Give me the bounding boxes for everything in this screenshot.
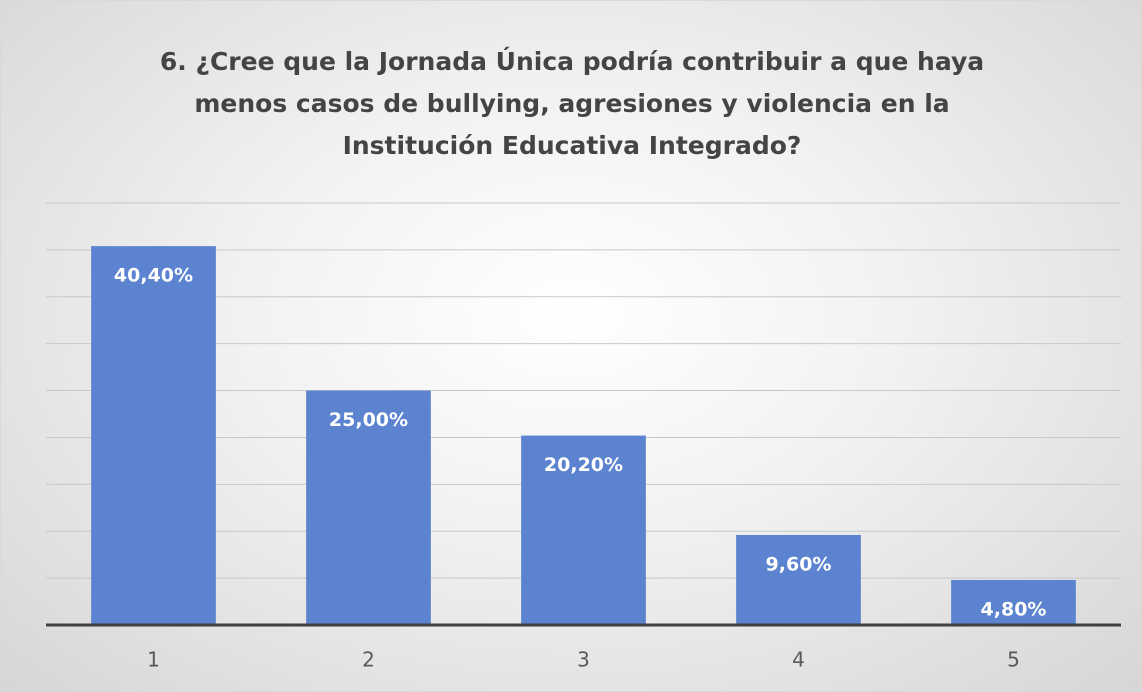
bar <box>306 390 431 625</box>
x-tick-label: 1 <box>147 648 160 672</box>
data-label: 20,20% <box>544 454 623 476</box>
data-label: 40,40% <box>114 265 193 287</box>
chart-title: 6. ¿Cree que la Jornada Única podría con… <box>159 47 985 160</box>
data-label: 25,00% <box>329 409 408 431</box>
bar <box>521 435 646 625</box>
data-label: 9,60% <box>766 553 832 575</box>
data-label: 4,80% <box>981 598 1047 620</box>
bar <box>91 246 216 626</box>
bar <box>951 579 1076 625</box>
bar <box>736 534 861 625</box>
x-tick-label: 5 <box>1007 648 1020 672</box>
x-tick-label: 2 <box>362 648 375 672</box>
x-tick-label: 3 <box>577 648 590 672</box>
x-tick-label: 4 <box>792 648 805 672</box>
